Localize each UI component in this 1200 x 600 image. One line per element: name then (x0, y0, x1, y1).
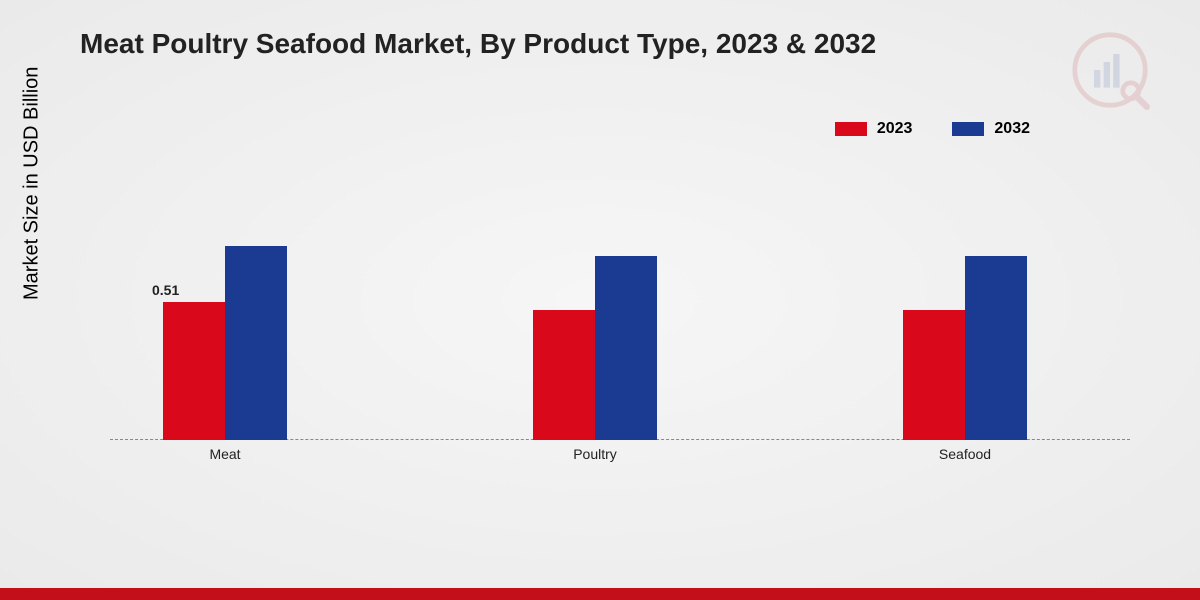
category-label: Meat (140, 446, 310, 462)
legend: 2023 2032 (835, 120, 1030, 138)
bar (225, 246, 287, 440)
y-axis-label: Market Size in USD Billion (21, 67, 44, 300)
legend-swatch-2032 (952, 122, 984, 136)
bar (965, 256, 1027, 440)
bar-chart: Meat Poultry Seafood 0.51 (110, 170, 1130, 470)
footer-accent-bar (0, 588, 1200, 600)
legend-label-2023: 2023 (877, 120, 913, 138)
bar-group: Seafood (880, 256, 1050, 440)
value-label: 0.51 (152, 282, 179, 298)
category-label: Poultry (510, 446, 680, 462)
legend-label-2032: 2032 (994, 120, 1030, 138)
brand-logo (1070, 30, 1150, 110)
legend-swatch-2023 (835, 122, 867, 136)
legend-item-2023: 2023 (835, 120, 913, 138)
bar (163, 302, 225, 440)
bar (533, 310, 595, 440)
bar-group: Poultry (510, 256, 680, 440)
bar (595, 256, 657, 440)
legend-item-2032: 2032 (952, 120, 1030, 138)
bar (903, 310, 965, 440)
chart-title: Meat Poultry Seafood Market, By Product … (80, 28, 876, 60)
bar-group: Meat (140, 246, 310, 440)
category-label: Seafood (880, 446, 1050, 462)
